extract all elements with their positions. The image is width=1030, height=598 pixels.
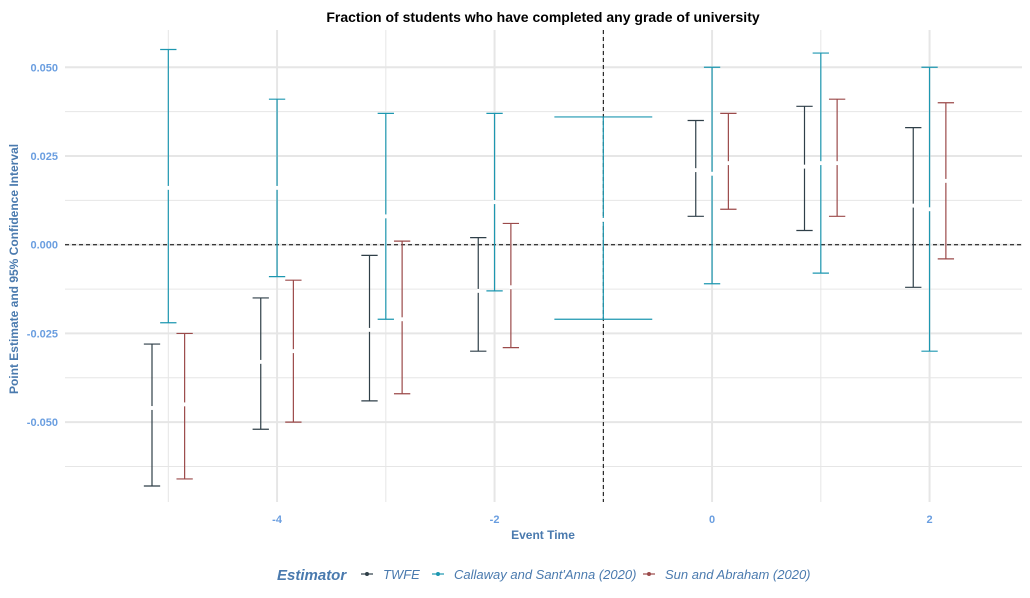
legend-key-point: [365, 572, 369, 576]
errorbar: [720, 112, 737, 210]
legend: Estimator TWFE Callaway and Sant'Anna (20…: [277, 567, 811, 584]
point-estimate: [492, 200, 497, 205]
errorbar: [393, 240, 411, 395]
errorbar: [796, 105, 813, 232]
tick-labels: 0.050 0.025 0.000 -0.025 -0.050 -4 -2 0 2: [27, 62, 933, 526]
point-estimate: [818, 161, 823, 166]
series-1: [160, 48, 938, 352]
point-estimate: [835, 161, 840, 166]
y-tick-label: 0.025: [30, 151, 58, 163]
chart-title: Fraction of students who have completed …: [326, 9, 760, 25]
point-estimate: [476, 288, 481, 293]
point-estimate: [601, 217, 606, 222]
point-estimate: [943, 178, 948, 183]
point-estimate: [726, 161, 731, 166]
point-estimate: [291, 349, 296, 354]
legend-label: TWFE: [383, 567, 420, 582]
legend-item: Sun and Abraham (2020): [643, 567, 811, 582]
errorbar: [921, 66, 938, 352]
point-estimate: [367, 327, 372, 332]
point-estimate: [693, 168, 698, 173]
point-estimate: [383, 214, 388, 219]
point-estimate: [166, 185, 171, 190]
legend-key-point: [647, 572, 651, 576]
errorbar: [937, 102, 955, 260]
errorbar: [502, 222, 520, 349]
errorbar: [143, 343, 161, 487]
x-axis-label: Event Time: [511, 528, 575, 542]
errorbar: [268, 98, 286, 278]
point-estimate: [911, 203, 916, 208]
errorbar: [252, 297, 269, 430]
legend-title: Estimator: [277, 567, 347, 584]
y-axis-label: Point Estimate and 95% Confidence Interv…: [7, 144, 21, 394]
point-estimate: [182, 402, 187, 407]
errorbar: [285, 279, 302, 423]
errorbar: [703, 66, 721, 285]
y-tick-label: -0.050: [27, 417, 58, 429]
errorbar: [486, 112, 503, 292]
x-tick-label: -4: [272, 514, 283, 526]
errorbar: [687, 119, 704, 217]
point-estimate: [802, 164, 807, 169]
errorbar: [470, 237, 487, 352]
legend-label: Sun and Abraham (2020): [665, 567, 811, 582]
x-tick-label: -2: [490, 514, 500, 526]
point-estimate: [400, 317, 405, 322]
series-2: [176, 98, 955, 480]
errorbar: [554, 116, 653, 320]
legend-label: Callaway and Sant'Anna (2020): [454, 567, 636, 582]
point-estimate: [508, 285, 513, 290]
y-tick-label: -0.025: [27, 328, 58, 340]
errorbar: [361, 254, 378, 402]
x-tick-label: 2: [927, 514, 933, 526]
errorbar: [812, 52, 829, 274]
point-estimate: [258, 359, 263, 364]
legend-key-point: [436, 572, 440, 576]
point-estimate: [927, 207, 932, 212]
errorbar: [377, 112, 394, 320]
errorbar: [905, 126, 922, 288]
y-tick-label: 0.050: [30, 62, 58, 74]
legend-item: Callaway and Sant'Anna (2020): [432, 567, 636, 582]
legend-item: TWFE: [361, 567, 420, 582]
errorbar: [828, 98, 846, 217]
errorbar: [176, 332, 193, 480]
x-tick-label: 0: [709, 514, 715, 526]
y-tick-label: 0.000: [30, 240, 58, 252]
point-estimate: [710, 171, 715, 176]
series-layer: [143, 48, 955, 487]
errorbar: [160, 48, 177, 324]
point-estimate: [150, 405, 154, 410]
series-0: [143, 105, 922, 487]
reference-lines: [65, 30, 1022, 502]
point-estimate: [275, 185, 280, 190]
